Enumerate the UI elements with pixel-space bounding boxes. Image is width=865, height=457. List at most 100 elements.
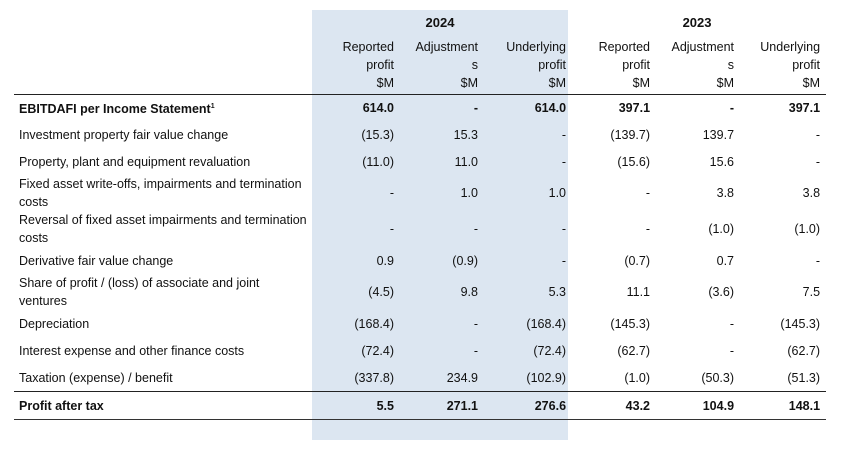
- cell-value: 9.8: [460, 285, 478, 299]
- cell-value: -: [473, 222, 478, 236]
- table-row-total: Profit after tax 5.5 271.1 276.6 43.2 10…: [14, 391, 827, 420]
- row-label: Taxation (expense) / benefit: [19, 370, 173, 385]
- cell-value: -: [645, 186, 651, 200]
- cell-value: (72.4): [361, 343, 394, 358]
- cell-value: 104.9: [652, 391, 737, 420]
- cell-value: -: [473, 343, 478, 358]
- cell-value: -: [473, 316, 478, 331]
- col-underlying-2023: Underlying profit $M: [760, 40, 821, 90]
- cell-value: (62.7): [787, 343, 821, 358]
- year-2024-header: 2024: [425, 15, 455, 30]
- cell-value: 11.0: [454, 154, 478, 169]
- cell-value: 5.5: [312, 391, 396, 420]
- cell-value: (51.3): [787, 370, 821, 385]
- cell-value: -: [815, 253, 821, 268]
- cell-value: -: [561, 127, 567, 142]
- cell-value: (11.0): [362, 154, 394, 169]
- footnote-marker: 1: [210, 103, 215, 110]
- cell-value: -: [561, 154, 567, 169]
- highlight-2024-column: [312, 10, 568, 440]
- cell-value: -: [561, 253, 567, 268]
- cell-value: 5.3: [548, 285, 567, 299]
- row-label: EBITDAFI per Income Statement1: [14, 94, 312, 121]
- cell-value: (15.6): [617, 154, 651, 169]
- cell-value: 0.9: [376, 253, 394, 268]
- row-label: Investment property fair value change: [19, 127, 229, 142]
- cell-value: 397.1: [736, 94, 827, 121]
- row-label: Depreciation: [19, 316, 90, 331]
- cell-value: (4.5): [368, 285, 394, 299]
- cell-value: (62.7): [617, 343, 651, 358]
- cell-value: (1.0): [624, 370, 651, 385]
- cell-value: -: [645, 222, 651, 236]
- cell-value: (145.3): [780, 316, 821, 331]
- cell-value: -: [389, 186, 394, 200]
- year-header-row: 2024 2023: [14, 10, 826, 35]
- table-row: Share of profit / (loss) of associate an…: [14, 274, 826, 310]
- col-reported-2023: Reported profit $M: [598, 40, 651, 90]
- cell-value: 397.1: [568, 94, 653, 121]
- cell-value: 234.9: [446, 370, 478, 385]
- cell-value: (1.0): [708, 222, 735, 236]
- row-label: Property, plant and equipment revaluatio…: [19, 154, 251, 169]
- cell-value: 614.0: [312, 94, 396, 121]
- col-reported-2024: Reported profit $M: [342, 40, 394, 90]
- cell-value: -: [561, 222, 567, 236]
- cell-value: 15.3: [453, 127, 478, 142]
- cell-value: 139.7: [702, 127, 735, 142]
- cell-value: (72.4): [533, 343, 567, 358]
- col-underlying-2024: Underlying profit $M: [506, 40, 567, 90]
- table-row: EBITDAFI per Income Statement1 614.0 - 6…: [14, 94, 827, 121]
- cell-value: (50.3): [701, 370, 735, 385]
- cell-value: 7.5: [802, 285, 821, 299]
- cell-value: (15.3): [361, 127, 394, 142]
- year-2023-header: 2023: [682, 15, 712, 30]
- table-row: Taxation (expense) / benefit (337.8) 234…: [14, 364, 826, 392]
- cell-value: (0.7): [624, 253, 651, 268]
- row-label: Profit after tax: [14, 391, 312, 420]
- cell-value: 614.0: [480, 94, 569, 121]
- cell-value: (1.0): [794, 222, 821, 236]
- table-row: Investment property fair value change (1…: [14, 121, 826, 148]
- table-row: Depreciation (168.4) - (168.4) (145.3) -…: [14, 310, 826, 337]
- cell-value: (3.6): [708, 285, 735, 299]
- cell-value: -: [396, 94, 480, 121]
- cell-value: (0.9): [452, 253, 478, 268]
- column-subheader-row: Reported profit $M Adjustment s $M Under…: [14, 35, 826, 95]
- col-adjustments-2024: Adjustment s $M: [415, 40, 478, 90]
- row-label: Derivative fair value change: [19, 253, 174, 268]
- table-row: Fixed asset write-offs, impairments and …: [14, 175, 826, 211]
- cell-value: 3.8: [802, 186, 821, 200]
- table-row: Reversal of fixed asset impairments and …: [14, 211, 826, 247]
- cell-value: 3.8: [716, 186, 735, 200]
- cell-value: 11.1: [626, 285, 651, 299]
- cell-value: -: [652, 94, 737, 121]
- col-adjustments-2023: Adjustment s $M: [671, 40, 735, 90]
- cell-value: 15.6: [709, 154, 735, 169]
- cell-value: -: [729, 316, 735, 331]
- cell-value: -: [815, 154, 821, 169]
- table-row: Property, plant and equipment revaluatio…: [14, 148, 826, 175]
- underlying-profit-table: 2024 2023 Reported profit $M Adjustment …: [14, 10, 827, 420]
- cell-value: -: [389, 222, 394, 236]
- cell-value: 43.2: [568, 391, 653, 420]
- empty-subheader-cell: [14, 35, 312, 95]
- cell-value: 1.0: [460, 186, 478, 200]
- cell-value: (139.7): [610, 127, 651, 142]
- row-label: Fixed asset write-offs, impairments and …: [19, 177, 302, 209]
- cell-value: 1.0: [548, 186, 567, 200]
- row-label: Interest expense and other finance costs: [19, 343, 245, 358]
- cell-value: (337.8): [354, 370, 394, 385]
- cell-value: 271.1: [396, 391, 480, 420]
- table-row: Interest expense and other finance costs…: [14, 337, 826, 364]
- cell-value: 0.7: [716, 253, 735, 268]
- cell-value: -: [815, 127, 821, 142]
- cell-value: 276.6: [480, 391, 569, 420]
- cell-value: (168.4): [526, 316, 567, 331]
- empty-header-cell: [14, 10, 312, 35]
- row-label: Reversal of fixed asset impairments and …: [19, 213, 307, 245]
- table-row: Derivative fair value change 0.9 (0.9) -…: [14, 247, 826, 274]
- row-label: Share of profit / (loss) of associate an…: [19, 276, 260, 308]
- cell-value: -: [729, 343, 735, 358]
